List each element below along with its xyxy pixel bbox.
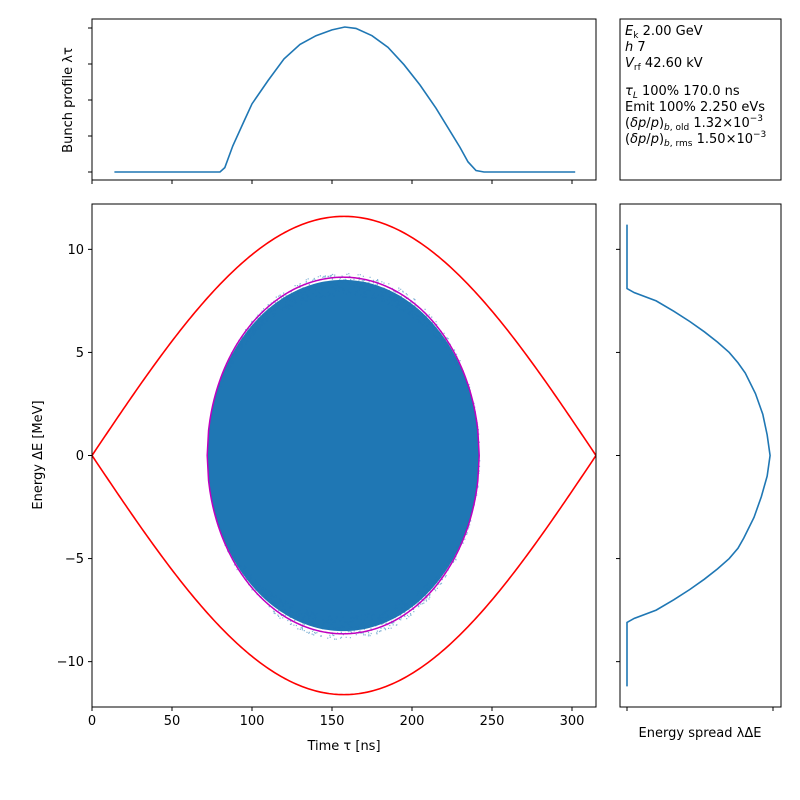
phase-space-x-tick-label: 150 (320, 714, 345, 729)
phase-space-x-ticks: 0 50 100 150 200 250 300 (88, 707, 585, 729)
bunch-profile-ticks (88, 27, 573, 184)
info-tau-l: τL 100% 170.0 ns (625, 84, 740, 101)
phase-space-y-tick-label: 5 (76, 346, 84, 361)
energy-spread-line (626, 224, 771, 687)
phase-space-x-tick-label: 250 (480, 714, 505, 729)
info-dpp-rms: (δp/p)b, rms 1.50×10−3 (625, 130, 766, 149)
bunch-contour-lower (206, 455, 480, 635)
separatrix-upper (92, 215, 596, 456)
bunch-profile-panel: Bunch profile λτ (61, 18, 597, 184)
bunch-profile-line (114, 26, 576, 173)
info-box-frame (619, 18, 782, 181)
phase-space-panel: 0 50 100 150 200 250 300 −10 −5 0 5 10 Time τ [ns]… (31, 203, 597, 754)
phase-space-y-ticks: −10 −5 0 5 10 (57, 243, 92, 670)
phase-space-x-tick-label: 50 (164, 714, 181, 729)
phase-space-x-label: Time τ [ns] (306, 739, 380, 754)
energy-spread-x-label: Energy spread λΔE (639, 726, 762, 741)
energy-spread-ticks (616, 248, 774, 711)
phase-space-x-tick-label: 0 (88, 714, 96, 729)
energy-spread-panel: Energy spread λΔE (616, 203, 782, 741)
phase-space-y-label: Energy ΔE [MeV] (31, 400, 46, 509)
info-h: h 7 (625, 40, 646, 55)
particle-cloud (207, 273, 481, 640)
bunch-profile-plot-area (114, 26, 576, 173)
info-box: Ek 2.00 GeV h 7 Vrf 42.60 kV τL 100% 170… (619, 18, 782, 181)
phase-space-x-tick-label: 200 (400, 714, 425, 729)
phase-space-plot-area (92, 215, 596, 696)
info-dpp-old: (δp/p)b, old 1.32×10−3 (625, 114, 763, 133)
info-vrf: Vrf 42.60 kV (625, 56, 703, 73)
bunch-profile-frame (91, 18, 597, 181)
info-emit: Emit 100% 2.250 eVs (625, 100, 765, 115)
phase-space-y-tick-label: 0 (76, 449, 84, 464)
phase-space-y-tick-label: −5 (65, 552, 84, 567)
bunch-profile-y-label: Bunch profile λτ (61, 47, 76, 153)
particle-core (207, 279, 480, 632)
energy-spread-plot-area (626, 224, 771, 687)
phase-space-y-tick-label: 10 (67, 243, 84, 258)
energy-spread-frame (619, 203, 782, 708)
phase-space-y-tick-label: −10 (57, 655, 84, 670)
info-ek: Ek 2.00 GeV (625, 24, 703, 41)
phase-space-x-tick-label: 300 (560, 714, 585, 729)
separatrix-lower (92, 455, 596, 696)
bunch-contour-upper (206, 276, 480, 456)
phase-space-x-tick-label: 100 (240, 714, 265, 729)
